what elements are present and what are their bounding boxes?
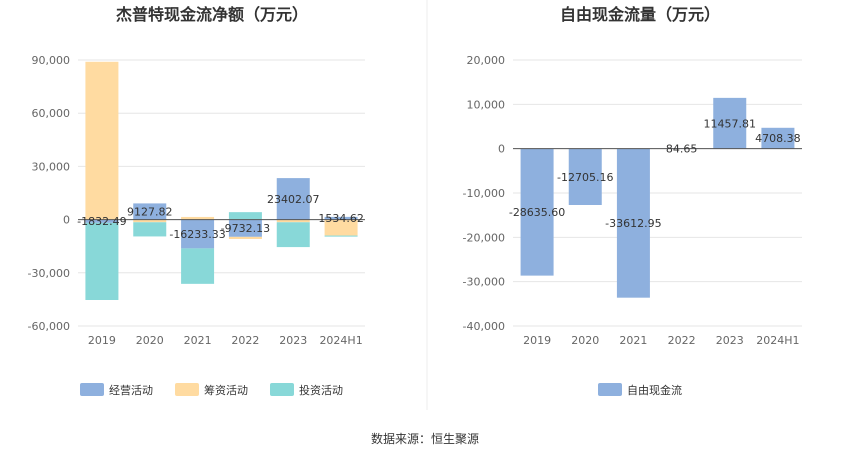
- y-tick-label: -20,000: [463, 231, 505, 244]
- legend-swatch-2: [175, 383, 199, 396]
- legend-swatch-3: [270, 383, 294, 396]
- x-tick-label: 2023: [279, 334, 307, 347]
- data-label: -9732.13: [221, 222, 270, 235]
- bar-2: [133, 219, 167, 223]
- x-tick-label: 2023: [716, 334, 744, 347]
- legend-label: 经营活动: [109, 383, 153, 397]
- bar-1: [276, 178, 310, 220]
- x-tick-label: 2021: [184, 334, 212, 347]
- y-tick-label: -60,000: [28, 320, 70, 333]
- data-label: -12705.16: [557, 171, 613, 184]
- chart-title: 自由现金流量（万元）: [560, 5, 720, 24]
- x-tick-label: 2024H1: [756, 334, 799, 347]
- legend-label: 投资活动: [299, 383, 343, 397]
- y-tick-label: -30,000: [463, 276, 505, 289]
- x-tick-label: 2019: [523, 334, 551, 347]
- data-label: -1832.49: [77, 215, 126, 228]
- data-label: -33612.95: [605, 217, 661, 230]
- y-tick-label: -30,000: [28, 267, 70, 280]
- bar-2: [228, 236, 262, 239]
- data-label: 9127.82: [127, 206, 173, 219]
- x-tick-label: 2022: [668, 334, 696, 347]
- bar-1: [181, 219, 215, 249]
- x-tick-label: 2024H1: [319, 334, 362, 347]
- bar-1: [85, 219, 119, 223]
- data-label: 23402.07: [267, 193, 320, 206]
- bar: [520, 148, 554, 276]
- bar-2: [324, 219, 358, 236]
- bar-2: [276, 219, 310, 223]
- y-tick-label: -40,000: [463, 320, 505, 333]
- legend-swatch-1: [80, 383, 104, 396]
- bar-3: [133, 222, 167, 237]
- x-tick-label: 2021: [619, 334, 647, 347]
- bar-3: [228, 212, 262, 220]
- bar-1: [228, 219, 262, 237]
- bar: [568, 148, 602, 205]
- data-label: 11457.81: [704, 117, 757, 130]
- bar-2: [181, 216, 215, 220]
- y-tick-label: 20,000: [467, 54, 506, 67]
- x-tick-label: 2020: [571, 334, 599, 347]
- bar-3: [324, 235, 358, 237]
- y-tick-label: 0: [498, 143, 505, 156]
- x-tick-label: 2020: [136, 334, 164, 347]
- y-tick-label: 0: [63, 214, 70, 227]
- data-label: -16233.33: [169, 228, 225, 241]
- bar: [616, 148, 650, 298]
- y-tick-label: 10,000: [467, 98, 506, 111]
- x-tick-label: 2019: [88, 334, 116, 347]
- data-label: 4708.38: [755, 132, 801, 145]
- legend-swatch-1: [598, 383, 622, 396]
- y-tick-label: 90,000: [32, 54, 71, 67]
- bar-3: [276, 222, 310, 248]
- bar-1: [133, 203, 167, 220]
- legend-label: 筹资活动: [204, 383, 248, 397]
- data-label: -28635.60: [509, 206, 565, 219]
- bar: [713, 97, 747, 149]
- y-tick-label: 30,000: [32, 160, 71, 173]
- bar-1: [324, 216, 358, 220]
- chart-title: 杰普特现金流净额（万元）: [116, 5, 308, 24]
- data-label: 84.65: [666, 142, 698, 155]
- y-tick-label: -10,000: [463, 187, 505, 200]
- bar-3: [85, 222, 119, 300]
- source-text: 数据来源：恒生聚源: [371, 431, 479, 446]
- data-label: 1534.62: [318, 212, 364, 225]
- bar: [761, 127, 795, 149]
- bar-3: [181, 248, 215, 284]
- y-tick-label: 60,000: [32, 107, 71, 120]
- x-tick-label: 2022: [231, 334, 259, 347]
- legend-label: 自由现金流: [627, 383, 682, 397]
- bar-2: [85, 61, 119, 220]
